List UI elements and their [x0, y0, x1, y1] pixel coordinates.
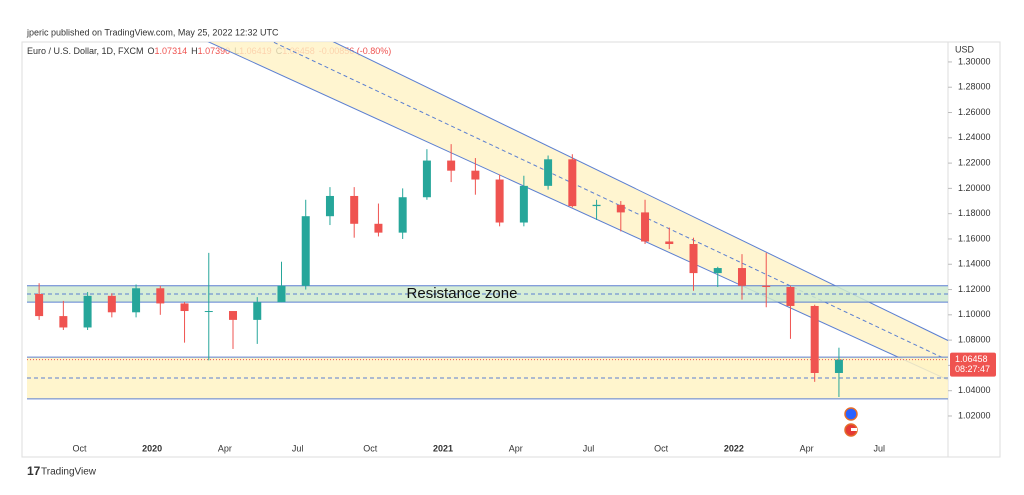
- candle-body: [253, 302, 262, 320]
- stat-label: O: [148, 46, 155, 56]
- x-tick-label: Apr: [509, 443, 523, 453]
- candle-body: [665, 241, 674, 245]
- y-tick-label: 1.24000: [958, 132, 991, 142]
- x-tick-label: Jul: [874, 443, 886, 453]
- y-tick-label: 1.02000: [958, 410, 991, 420]
- candle-body: [350, 195, 359, 224]
- candle-body: [713, 268, 722, 274]
- y-tick-label: 1.28000: [958, 82, 991, 92]
- candle-body: [422, 160, 431, 198]
- y-tick-label: 1.18000: [958, 208, 991, 218]
- stat-value: 1.07314: [155, 46, 188, 56]
- price-tag: [950, 352, 996, 377]
- y-tick-label: 1.14000: [958, 259, 991, 269]
- chart-frame: [21, 41, 1001, 458]
- x-tick-label: Jul: [583, 443, 595, 453]
- y-tick-label: 1.26000: [958, 107, 991, 117]
- candle-body: [325, 195, 334, 217]
- channel-upper: [332, 42, 948, 341]
- stat-label: H: [191, 46, 198, 56]
- candle-body: [447, 160, 456, 171]
- y-tick-label: 1.20000: [958, 183, 991, 193]
- x-tick-label: 2020: [142, 443, 162, 453]
- zone-label: Resistance zone: [407, 285, 518, 302]
- candle-body: [132, 288, 141, 313]
- candle-body: [834, 359, 843, 373]
- x-tick-label: Oct: [72, 443, 87, 453]
- candle-body: [35, 293, 44, 317]
- channel-band: [208, 42, 948, 380]
- candle-body: [762, 285, 771, 288]
- price-tag-value: 1.06458: [955, 354, 988, 364]
- y-tick-label: 1.16000: [958, 233, 991, 243]
- y-tick-label: 1.22000: [958, 157, 991, 167]
- candle-body: [519, 185, 528, 223]
- y-tick-label: 1.30000: [958, 56, 991, 66]
- x-tick-label: Apr: [800, 443, 814, 453]
- y-tick-label: 1.10000: [958, 309, 991, 319]
- event-icon[interactable]: [844, 407, 858, 421]
- candle-body: [301, 216, 310, 286]
- candle-body: [544, 159, 553, 186]
- y-tick-label: 1.08000: [958, 334, 991, 344]
- footer-logo: TradingView: [41, 467, 97, 478]
- candle-body: [592, 204, 601, 207]
- stat-value: 1.07390: [198, 46, 231, 56]
- candle-body: [641, 212, 650, 242]
- candle-body: [689, 244, 698, 274]
- symbol-name: Euro / U.S. Dollar, 1D, FXCM: [27, 46, 144, 56]
- candle-body: [786, 287, 795, 306]
- candle-body: [471, 170, 480, 180]
- candle-body: [495, 179, 504, 223]
- candle-body: [156, 288, 165, 304]
- candle-body: [737, 268, 746, 286]
- logo-mark: 17: [27, 464, 41, 478]
- candle-body: [810, 305, 819, 373]
- x-tick-label: 2022: [724, 443, 744, 453]
- candle-body: [59, 316, 68, 328]
- candle-body: [616, 204, 625, 213]
- y-tick-label: 1.04000: [958, 385, 991, 395]
- x-tick-label: Apr: [218, 443, 232, 453]
- candle-body: [277, 285, 286, 303]
- candle-body: [107, 295, 116, 313]
- currency-label: USD: [955, 44, 975, 54]
- x-tick-label: Jul: [292, 443, 304, 453]
- flag-stripe: [851, 428, 857, 431]
- candle-body: [568, 159, 577, 207]
- candle-body: [204, 311, 213, 313]
- candle-body: [180, 303, 189, 312]
- published-note: jperic published on TradingView.com, May…: [26, 27, 279, 37]
- x-tick-label: Oct: [654, 443, 669, 453]
- candle-body: [229, 311, 238, 320]
- y-tick-label: 1.12000: [958, 284, 991, 294]
- x-tick-label: 2021: [433, 443, 453, 453]
- price-change: -0.00856 (-0.80%): [319, 46, 392, 56]
- candle-body: [398, 197, 407, 233]
- candle-body: [83, 295, 92, 328]
- plot-area: Resistance zone: [27, 42, 948, 400]
- channel-lower: [207, 42, 948, 381]
- x-tick-label: Oct: [363, 443, 378, 453]
- candle-body: [374, 223, 383, 233]
- price-tag-countdown: 08:27:47: [955, 364, 990, 374]
- zone: [27, 357, 948, 399]
